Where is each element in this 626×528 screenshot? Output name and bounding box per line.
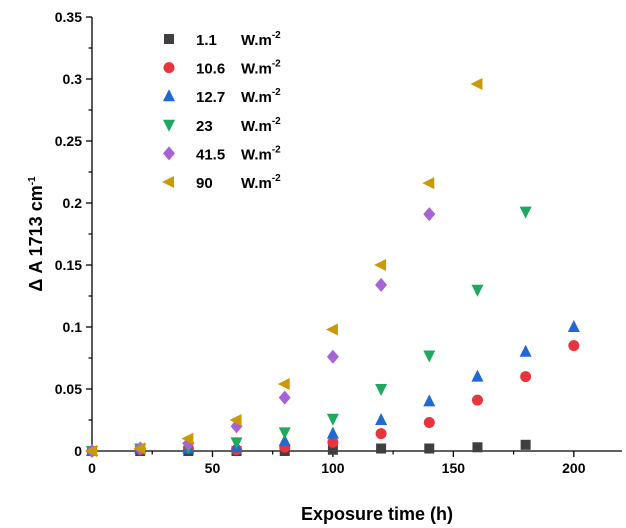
- legend-unit: W.m-2: [241, 59, 281, 78]
- y-tick-label: 0.2: [63, 195, 83, 211]
- legend-unit-sup: -2: [272, 144, 281, 155]
- data-point: [423, 207, 436, 222]
- data-point: [133, 442, 146, 455]
- series-3: [86, 206, 532, 458]
- data-point: [327, 436, 339, 448]
- y-tick-label: 0.35: [55, 9, 82, 25]
- data-point: [277, 378, 290, 391]
- legend-unit: W.m-2: [241, 87, 281, 106]
- data-point: [181, 432, 194, 445]
- x-tick-label: 50: [205, 460, 221, 476]
- data-point: [423, 394, 436, 407]
- x-tick-label: 0: [88, 460, 96, 476]
- legend-label: 1.1: [196, 32, 217, 49]
- legend-marker: [163, 62, 175, 74]
- y-axis-title-sup: -1: [27, 176, 38, 185]
- y-tick-label: 0.25: [55, 133, 82, 149]
- y-tick-label: 0: [74, 443, 82, 459]
- data-marks: [85, 77, 580, 458]
- legend-marker: [163, 146, 175, 161]
- legend-unit-sup: -2: [272, 59, 281, 70]
- series-0: [87, 439, 531, 456]
- series-2: [86, 320, 580, 456]
- y-tick-label: 0.3: [63, 71, 83, 87]
- data-point: [327, 444, 338, 455]
- legend-marker: [162, 176, 174, 188]
- legend-unit: W.m-2: [241, 30, 281, 49]
- data-point: [85, 445, 97, 457]
- data-point: [519, 206, 532, 219]
- legend-marker: [163, 119, 175, 132]
- x-tick-label: 150: [442, 460, 466, 476]
- y-tick-label: 0.05: [55, 381, 82, 397]
- data-point: [375, 277, 388, 292]
- y-tick-label: 0.1: [63, 319, 83, 335]
- y-axis-title: Δ A 1713 cm-1: [26, 176, 46, 292]
- data-point: [278, 434, 291, 447]
- legend-label: 10.6: [196, 61, 225, 78]
- data-point: [471, 394, 483, 406]
- y-tick-label: 0.15: [55, 257, 82, 273]
- data-point: [375, 413, 388, 425]
- data-point: [375, 384, 388, 396]
- data-point: [567, 320, 580, 332]
- legend-unit: W.m-2: [241, 116, 281, 135]
- data-point: [423, 416, 435, 428]
- x-axis-title: Exposure time (h): [301, 504, 453, 524]
- legend-marker: [164, 34, 174, 44]
- legend-unit-sup: -2: [272, 30, 281, 41]
- data-point: [278, 390, 291, 405]
- data-point: [424, 443, 435, 454]
- data-point: [471, 369, 484, 382]
- data-point: [278, 427, 291, 440]
- axes: 0 50 100 150 200 0 0.05 0.1 0.15 0.2 0.25 0.3 0.35: [55, 9, 622, 476]
- y-axis-title-main: Δ A 1713 cm: [26, 185, 46, 291]
- data-point: [230, 437, 243, 450]
- data-point: [326, 349, 339, 364]
- data-point: [471, 284, 484, 297]
- data-point: [520, 371, 532, 383]
- data-point: [326, 426, 339, 439]
- legend-label: 12.7: [196, 89, 225, 106]
- legend-label: 41.5: [196, 146, 225, 163]
- x-tick-label: 200: [562, 460, 586, 476]
- data-point: [422, 177, 435, 190]
- legend-unit-sup: -2: [272, 116, 281, 127]
- data-point: [568, 340, 580, 352]
- data-point: [229, 414, 242, 426]
- data-point: [376, 443, 387, 454]
- legend-unit-sup: -2: [272, 87, 281, 98]
- legend-label: 90: [196, 175, 213, 192]
- data-point: [470, 77, 483, 90]
- data-point: [519, 344, 532, 357]
- data-point: [375, 428, 387, 440]
- data-point: [472, 442, 483, 453]
- data-point: [326, 413, 339, 426]
- legend-unit: W.m-2: [241, 173, 281, 192]
- legend-label: 23: [196, 118, 213, 135]
- legend: 1.1 W.m-2 10.6 W.m-2 12.7 W.m-2 23 W.m-2 41.5 W.m…: [162, 30, 281, 192]
- x-tick-label: 100: [321, 460, 345, 476]
- data-point: [325, 323, 338, 336]
- legend-marker: [163, 89, 175, 102]
- legend-unit: W.m-2: [241, 144, 281, 163]
- series-5: [85, 77, 483, 457]
- legend-unit-sup: -2: [272, 173, 281, 184]
- data-point: [520, 439, 531, 450]
- data-point: [374, 259, 387, 271]
- data-point: [423, 350, 436, 363]
